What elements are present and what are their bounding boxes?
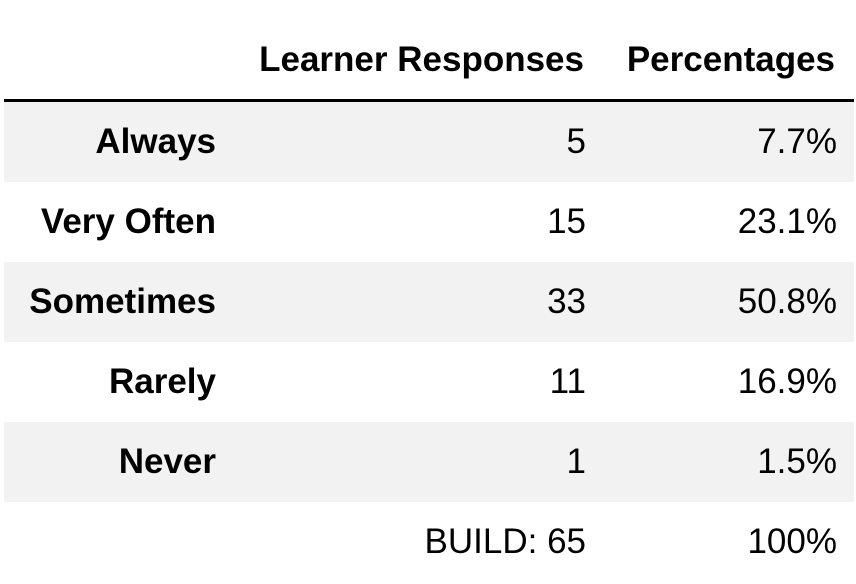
header-divider (4, 99, 854, 102)
row-responses-value: 15 (547, 202, 586, 241)
table-row: Rarely 11 16.9% (4, 342, 854, 422)
row-percentage-value: 16.9% (737, 362, 837, 401)
row-label: Never (118, 442, 216, 481)
table-header-row: Learner Responses Percentages (0, 0, 856, 100)
table-row: Never 1 1.5% (4, 422, 854, 502)
row-label: Rarely (108, 362, 216, 401)
total-responses-value: BUILD: 65 (424, 522, 586, 561)
row-label: Always (95, 122, 216, 161)
table-row: Always 5 7.7% (4, 102, 854, 182)
row-percentage-value: 50.8% (737, 282, 837, 321)
total-percentage-value: 100% (747, 522, 837, 561)
row-percentage-value: 7.7% (757, 122, 837, 161)
row-responses-value: 33 (547, 282, 586, 321)
table-row: Sometimes 33 50.8% (4, 262, 854, 342)
row-label: Very Often (40, 202, 216, 241)
table-row: Very Often 15 23.1% (4, 182, 854, 262)
row-responses-value: 11 (549, 362, 586, 401)
row-percentage-value: 23.1% (737, 202, 837, 241)
row-label: Sometimes (29, 282, 216, 321)
column-header-learner-responses: Learner Responses (259, 40, 584, 79)
row-responses-value: 1 (566, 442, 586, 481)
column-header-percentages: Percentages (626, 40, 835, 79)
row-responses-value: 5 (566, 122, 586, 161)
table-row-total: BUILD: 65 100% (4, 502, 854, 582)
row-percentage-value: 1.5% (757, 442, 837, 481)
